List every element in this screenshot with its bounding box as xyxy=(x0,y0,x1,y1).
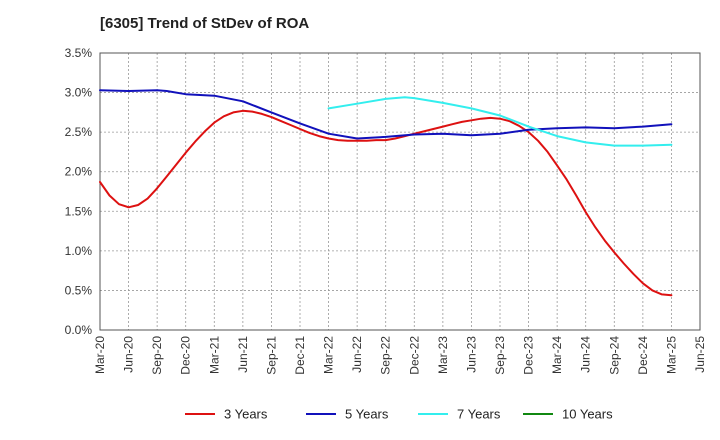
x-tick-label: Sep-24 xyxy=(607,336,621,375)
x-tick-label: Dec-23 xyxy=(522,336,536,375)
y-tick-label: 2.0% xyxy=(65,165,93,179)
x-tick-label: Jun-22 xyxy=(350,336,364,373)
x-tick-label: Sep-21 xyxy=(264,336,278,375)
x-tick-label: Sep-23 xyxy=(493,336,507,375)
x-tick-label: Jun-23 xyxy=(464,336,478,373)
chart-title: [6305] Trend of StDev of ROA xyxy=(100,15,310,32)
x-tick-label: Jun-21 xyxy=(236,336,250,373)
axes: 0.0% 0.5% 1.0% 1.5% 2.0% 2.5% 3.0% 3.5% Mar-20 Ju… xyxy=(65,46,707,375)
x-tick-label: Mar-22 xyxy=(322,336,336,374)
y-tick-label: 0.0% xyxy=(65,323,93,337)
x-tick-label: Dec-24 xyxy=(636,336,650,375)
x-tick-label: Sep-22 xyxy=(379,336,393,375)
y-tick-label: 1.0% xyxy=(65,244,93,258)
series-line-7-years xyxy=(327,96,673,147)
x-tick-label: Mar-25 xyxy=(664,336,678,374)
gridlines xyxy=(100,53,700,330)
y-tick-label: 1.5% xyxy=(65,204,93,218)
x-tick-label: Mar-23 xyxy=(436,336,450,374)
y-tick-label: 0.5% xyxy=(65,283,93,297)
x-tick-label: Mar-21 xyxy=(207,336,221,374)
x-tick-label: Sep-20 xyxy=(150,336,164,375)
legend-label-7-years: 7 Years xyxy=(457,407,501,422)
x-tick-label: Mar-20 xyxy=(93,336,107,374)
series-line-5-years xyxy=(99,89,673,140)
legend-label-5-years: 5 Years xyxy=(345,407,389,422)
x-tick-label: Jun-25 xyxy=(693,336,707,373)
x-tick-label: Mar-24 xyxy=(550,336,564,374)
y-tick-label: 2.5% xyxy=(65,125,93,139)
legend: 3 Years 5 Years 7 Years 10 Years xyxy=(185,407,613,422)
y-tick-label: 3.5% xyxy=(65,46,93,60)
plot-frame xyxy=(99,52,701,331)
x-tick-label: Jun-20 xyxy=(122,336,136,373)
series-lines xyxy=(99,89,673,297)
y-tick-label: 3.0% xyxy=(65,86,93,100)
x-tick-label: Dec-22 xyxy=(407,336,421,375)
x-tick-label: Dec-20 xyxy=(179,336,193,375)
legend-label-10-years: 10 Years xyxy=(562,407,613,422)
x-tick-label: Dec-21 xyxy=(293,336,307,375)
x-tick-label: Jun-24 xyxy=(579,336,593,373)
series-line-3-years xyxy=(99,109,673,297)
legend-label-3-years: 3 Years xyxy=(224,407,268,422)
